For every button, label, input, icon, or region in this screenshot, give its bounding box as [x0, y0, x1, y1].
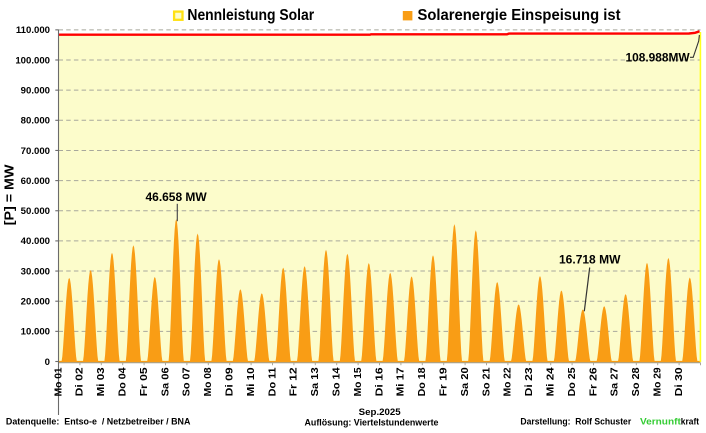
svg-text:So 14: So 14 [332, 367, 343, 396]
svg-text:kraft: kraft [681, 417, 700, 428]
svg-text:Fr 19: Fr 19 [439, 367, 450, 397]
svg-text:Di 09: Di 09 [225, 367, 236, 397]
svg-text:Mi 17: Mi 17 [396, 367, 407, 397]
svg-text:Fr 05: Fr 05 [139, 367, 150, 397]
svg-text:90.000: 90.000 [21, 85, 50, 96]
svg-text:So 07: So 07 [182, 367, 193, 396]
svg-text:Sa 06: Sa 06 [160, 367, 171, 396]
svg-text:So 21: So 21 [481, 367, 492, 396]
svg-text:70.000: 70.000 [21, 146, 50, 157]
svg-text:Mo 15: Mo 15 [353, 367, 364, 396]
svg-text:Mi 03: Mi 03 [96, 367, 107, 397]
svg-text:Do 18: Do 18 [417, 367, 428, 396]
svg-text:Fr 26: Fr 26 [588, 367, 599, 397]
svg-text:Sa 20: Sa 20 [460, 367, 471, 396]
svg-text:Mo 22: Mo 22 [503, 367, 514, 396]
svg-text:0: 0 [45, 357, 50, 368]
svg-text:Do 25: Do 25 [567, 367, 578, 396]
svg-text:10.000: 10.000 [21, 327, 50, 338]
svg-text:100.000: 100.000 [15, 55, 50, 66]
svg-text:Di 23: Di 23 [524, 367, 535, 397]
svg-text:Di 16: Di 16 [374, 367, 385, 397]
svg-text:40.000: 40.000 [21, 236, 50, 247]
svg-text:Sa 27: Sa 27 [610, 367, 621, 396]
svg-text:Solarenergie Einspeisung ist: Solarenergie Einspeisung ist [418, 7, 622, 24]
svg-text:Mo 08: Mo 08 [203, 367, 214, 396]
svg-text:Sep.2025: Sep.2025 [359, 407, 402, 418]
svg-text:Di 02: Di 02 [75, 367, 86, 397]
svg-text:Vernunft: Vernunft [640, 417, 682, 428]
svg-text:Auflösung: Viertelstundenwerte: Auflösung: Viertelstundenwerte [305, 417, 439, 428]
svg-text:80.000: 80.000 [21, 116, 50, 127]
svg-text:16.718 MW: 16.718 MW [559, 253, 621, 267]
svg-text:Do 04: Do 04 [118, 367, 129, 396]
svg-text:Datenquelle: Entso-e / Netzb: Datenquelle: Entso-e / Netzbetreiber / B… [6, 417, 191, 428]
svg-text:110.000: 110.000 [16, 25, 50, 36]
svg-text:30.000: 30.000 [21, 266, 50, 277]
svg-text:Nennleistung Solar: Nennleistung Solar [187, 7, 314, 24]
svg-text:Mi 10: Mi 10 [246, 367, 257, 397]
svg-text:20.000: 20.000 [21, 297, 50, 308]
svg-text:Di 30: Di 30 [674, 367, 685, 397]
svg-text:Fr 12: Fr 12 [289, 367, 300, 397]
svg-text:Mo 29: Mo 29 [653, 367, 664, 396]
svg-text:Do 11: Do 11 [267, 367, 278, 396]
svg-text:Darstellung: Rolf Schuster: Darstellung: Rolf Schuster [520, 417, 631, 428]
svg-text:60.000: 60.000 [21, 176, 50, 187]
svg-text:46.658 MW: 46.658 MW [146, 190, 208, 204]
svg-text:Sa 13: Sa 13 [310, 367, 321, 396]
svg-text:[P] = MW: [P] = MW [1, 164, 16, 225]
svg-text:108.988MW: 108.988MW [626, 50, 691, 64]
svg-text:Mo 01: Mo 01 [53, 367, 64, 396]
svg-text:Mi 24: Mi 24 [546, 367, 557, 397]
svg-text:So 28: So 28 [631, 367, 642, 396]
svg-text:50.000: 50.000 [21, 206, 50, 217]
